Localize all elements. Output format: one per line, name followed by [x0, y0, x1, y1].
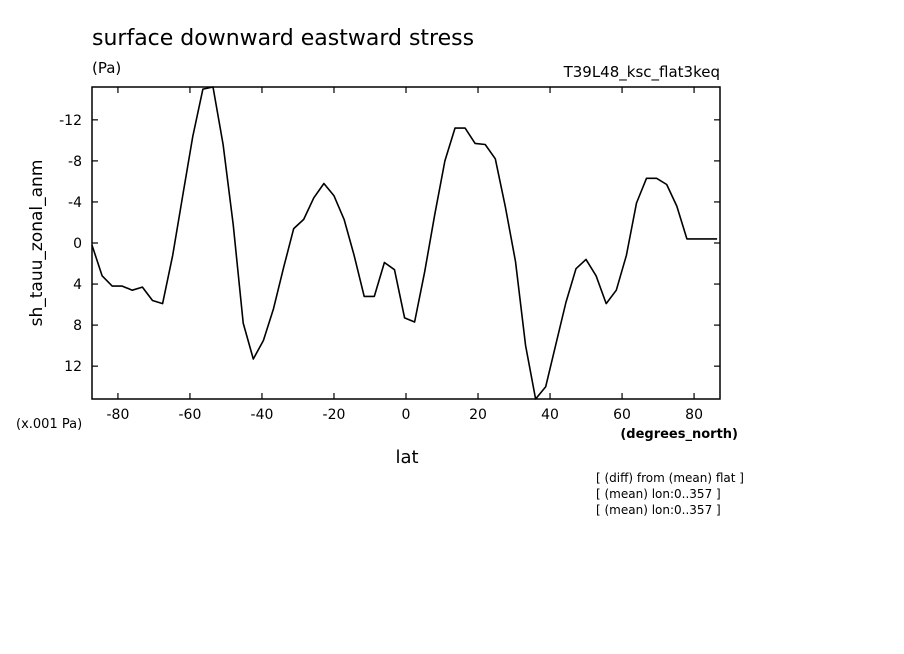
x-tick-labels: -80 -60 -40 -20 0 20 40 60 80: [106, 407, 702, 423]
series-line: [91, 86, 718, 400]
plot-frame: [91, 86, 721, 400]
y-tick-label: -8: [68, 154, 82, 170]
x-tick-label: 0: [402, 407, 411, 423]
x-tick-label: -40: [251, 407, 274, 423]
experiment-label: T39L48_ksc_flat3keq: [563, 63, 720, 82]
annotation-line-2: [ (mean) lon:0..357 ]: [596, 487, 721, 501]
units-label: (Pa): [92, 59, 121, 77]
x-axis-label: lat: [395, 447, 418, 468]
x-units-label: (degrees_north): [620, 427, 738, 442]
y-tick-label: 0: [73, 236, 82, 252]
annotation-line-3: [ (mean) lon:0..357 ]: [596, 503, 721, 517]
y-ticks: [92, 119, 720, 367]
x-tick-label: -60: [179, 407, 202, 423]
x-tick-label: -80: [106, 407, 129, 423]
y-scale-label: (x.001 Pa): [16, 417, 82, 432]
y-tick-label: -12: [59, 113, 82, 129]
x-tick-label: -20: [323, 407, 346, 423]
y-axis-label: sh_tauu_zonal_anm: [27, 160, 47, 327]
y-tick-label: 4: [73, 277, 82, 293]
x-tick-label: 60: [613, 407, 631, 423]
y-tick-label: 12: [64, 359, 82, 375]
y-tick-label: 8: [73, 318, 82, 334]
chart-title: surface downward eastward stress: [92, 26, 474, 51]
annotation-line-1: [ (diff) from (mean) flat ]: [596, 471, 744, 485]
x-tick-label: 40: [541, 407, 559, 423]
y-tick-label: -4: [68, 195, 82, 211]
x-ticks: [117, 87, 695, 399]
x-tick-label: 80: [685, 407, 703, 423]
y-tick-labels: -12 -8 -4 0 4 8 12: [59, 113, 82, 375]
x-tick-label: 20: [469, 407, 487, 423]
